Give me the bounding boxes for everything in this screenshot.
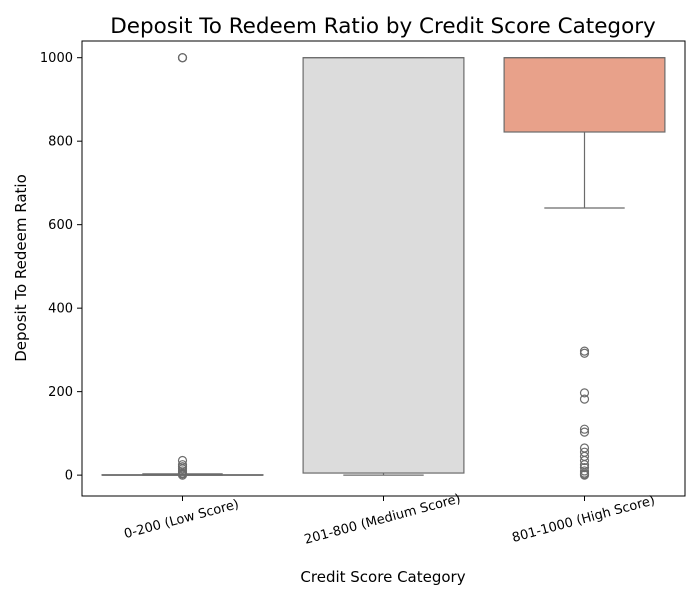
outlier-point <box>579 427 590 437</box>
x-tick-label: 201-800 (Medium Score) <box>303 492 463 548</box>
x-axis: 0-200 (Low Score) 201-800 (Medium Score) 8… <box>123 492 657 548</box>
outlier-point <box>579 348 590 358</box>
outlier-point <box>579 394 590 404</box>
chart-title: Deposit To Redeem Ratio by Credit Score … <box>110 14 656 39</box>
box-group <box>302 57 465 476</box>
outlier-point <box>579 455 590 466</box>
y-tick-label: 800 <box>48 135 73 150</box>
y-axis-label: Deposit To Redeem Ratio <box>12 174 30 362</box>
box-iqr <box>503 57 666 133</box>
outlier-point <box>579 470 590 480</box>
plot-area <box>101 53 666 480</box>
y-tick-label: 0 <box>65 469 73 484</box>
y-tick-label: 200 <box>48 385 73 400</box>
x-tick-label: 801-1000 (High Score) <box>511 493 657 546</box>
box-iqr <box>302 57 465 474</box>
x-tick-label: 0-200 (Low Score) <box>123 497 241 542</box>
x-axis-label: Credit Score Category <box>300 568 465 586</box>
box-group <box>503 57 666 480</box>
outlier-point <box>177 53 188 63</box>
box-group <box>101 53 264 480</box>
outlier-point <box>579 388 590 398</box>
y-tick-label: 600 <box>48 218 73 233</box>
y-tick-label: 1000 <box>40 51 73 66</box>
y-tick-label: 400 <box>48 302 73 317</box>
outlier-point <box>177 470 188 480</box>
y-axis: 0 200 400 600 800 1000 <box>40 51 82 484</box>
outlier-point <box>579 424 590 434</box>
